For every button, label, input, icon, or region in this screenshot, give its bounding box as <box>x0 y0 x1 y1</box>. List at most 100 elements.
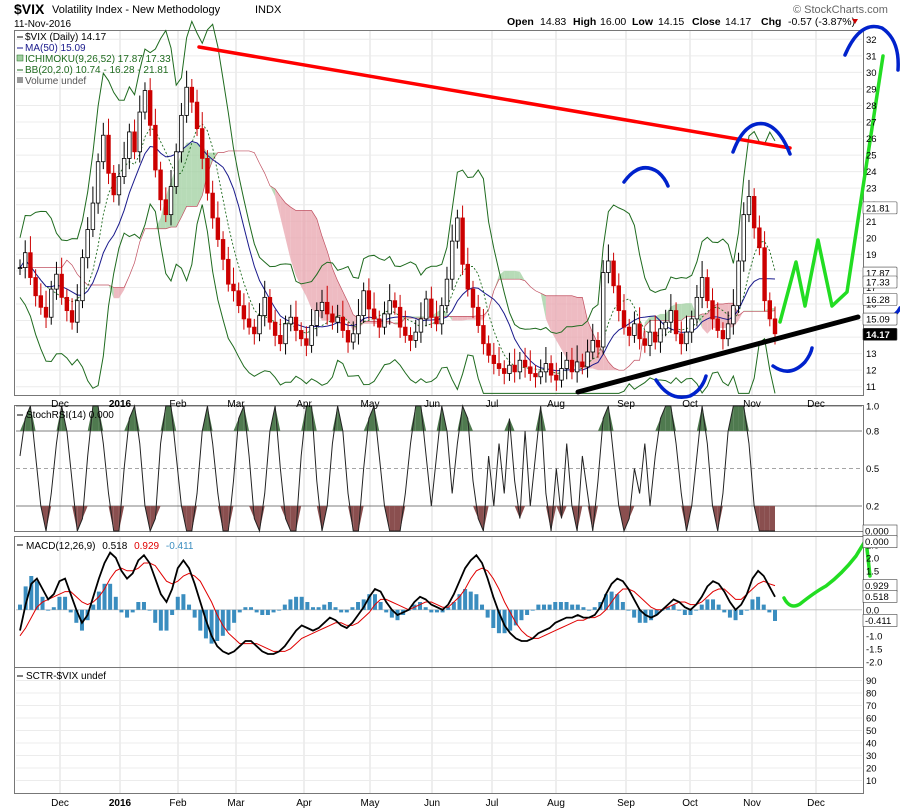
stoch-overbought-fill <box>301 406 307 431</box>
stoch-overbought-fill <box>129 406 135 431</box>
stoch-oversold-fill <box>478 506 484 531</box>
ichimoku-cloud-segment <box>186 142 192 207</box>
macd-histogram-bar <box>434 609 439 613</box>
price-candle-body <box>772 318 778 335</box>
sctr-y-tick: 80 <box>866 689 877 700</box>
price-candle-body <box>17 267 23 270</box>
macd-histogram-bar <box>519 609 524 621</box>
chart-date: 11-Nov-2016 <box>14 19 72 30</box>
stoch-overbought-fill <box>462 406 468 431</box>
price-candle-body <box>127 131 132 159</box>
stoch-overbought-fill <box>597 418 604 431</box>
ichimoku-cloud-segment <box>348 302 354 332</box>
price-candle-body <box>606 260 611 273</box>
price-candle-body <box>330 313 335 323</box>
macd-histogram-bar <box>79 609 84 631</box>
macd-histogram-bar <box>294 596 299 610</box>
price-value-tag-box <box>862 201 898 215</box>
stoch-overbought-fill <box>374 406 380 431</box>
ichimoku-cloud-segment <box>368 321 375 324</box>
macd-histogram-bar <box>310 607 315 610</box>
macd-histogram-bar <box>744 609 749 611</box>
macd-histogram-bar <box>570 604 575 610</box>
macd-histogram-bar <box>232 609 237 623</box>
price-candle-body <box>715 318 720 331</box>
price-candle-body <box>226 258 231 285</box>
x-tick-label: Feb <box>169 798 187 809</box>
price-candle-body <box>371 308 377 320</box>
price-panel-frame <box>14 30 864 396</box>
ichimoku-cloud-segment <box>686 303 692 317</box>
macd-histogram-bar <box>96 591 101 610</box>
red-resistance-trendline <box>197 45 792 150</box>
macd-histogram-bar <box>170 609 175 615</box>
blue-bottom-arc <box>654 374 708 399</box>
macd-histogram-bar <box>677 609 682 611</box>
x-tick-label: Feb <box>169 399 187 410</box>
macd-histogram-bar <box>553 602 558 610</box>
price-candle-body <box>684 331 689 345</box>
high-value: 16.00 <box>600 16 626 28</box>
price-candle-body <box>179 114 184 153</box>
stoch-oversold-fill <box>769 506 775 531</box>
price-candle-body <box>647 331 653 346</box>
stoch-oversold-fill <box>389 506 395 531</box>
macd-histogram-bar <box>23 586 28 610</box>
price-candle-body <box>28 252 33 278</box>
ichimoku-cloud-segment <box>155 217 161 229</box>
stoch-oversold-fill <box>82 506 88 519</box>
price-y-tick: 20 <box>866 233 877 244</box>
price-candle-body <box>54 273 59 290</box>
close-label: Close <box>692 16 721 28</box>
price-candle-body <box>538 371 543 378</box>
stoch-oversold-fill <box>108 506 114 531</box>
macd-histogram-bar <box>463 589 468 610</box>
stoch-oversold-fill <box>150 506 156 531</box>
open-value: 14.83 <box>540 16 566 28</box>
macd-histogram-bar <box>361 599 366 610</box>
price-y-tick: 25 <box>866 151 877 162</box>
stoch-oversold-fill <box>717 506 723 531</box>
price-candle-body <box>455 217 460 242</box>
chart-exchange: INDX <box>255 4 282 16</box>
price-candle-body <box>174 151 179 187</box>
blue-top-arc <box>622 166 670 188</box>
x-tick-label: Jul <box>486 399 499 410</box>
price-candle-body <box>710 300 715 320</box>
price-candle-body <box>528 366 533 374</box>
price-candle-body <box>767 300 772 320</box>
macd-histogram-bar <box>699 604 704 610</box>
ichimoku-cloud-segment <box>311 210 317 314</box>
legend-signal-value: 0.929 <box>134 541 159 552</box>
x-tick-label: Aug <box>547 399 565 410</box>
blue-top-arc <box>843 24 900 72</box>
macd-histogram-bar <box>496 609 501 634</box>
price-candle-body <box>325 301 330 315</box>
stoch-oversold-fill <box>592 506 598 531</box>
stoch-oversold-fill <box>254 506 260 531</box>
price-y-tick: 13 <box>866 349 877 360</box>
x-tick-label: Sep <box>617 399 635 410</box>
price-candle-body <box>694 296 700 320</box>
macd-histogram-bar <box>372 594 377 610</box>
bb-upper-band <box>19 19 776 334</box>
legend-macd-label: MACD(12,26,9) <box>26 541 95 552</box>
open-label: Open <box>507 16 534 28</box>
x-tick-label: Oct <box>682 798 698 809</box>
price-candle-body <box>304 338 309 346</box>
macd-histogram-bar <box>316 607 321 610</box>
stoch-overbought-fill <box>608 406 614 431</box>
price-value-tag: 16.28 <box>866 295 890 306</box>
macd-histogram-bar <box>384 609 389 613</box>
macd-histogram-bar <box>203 609 208 639</box>
price-candle-body <box>705 277 710 302</box>
macd-histogram-bar <box>649 609 654 621</box>
macd-value-tag: 0.000 <box>865 537 889 548</box>
macd-histogram-bar <box>750 599 755 610</box>
stoch-y-tick: 0.8 <box>866 427 879 438</box>
price-candle-body <box>746 196 752 216</box>
price-candle-body <box>345 330 351 343</box>
stoch-overbought-fill <box>165 406 171 431</box>
x-tick-label: Dec <box>807 399 825 410</box>
ichimoku-cloud-segment <box>566 295 572 365</box>
